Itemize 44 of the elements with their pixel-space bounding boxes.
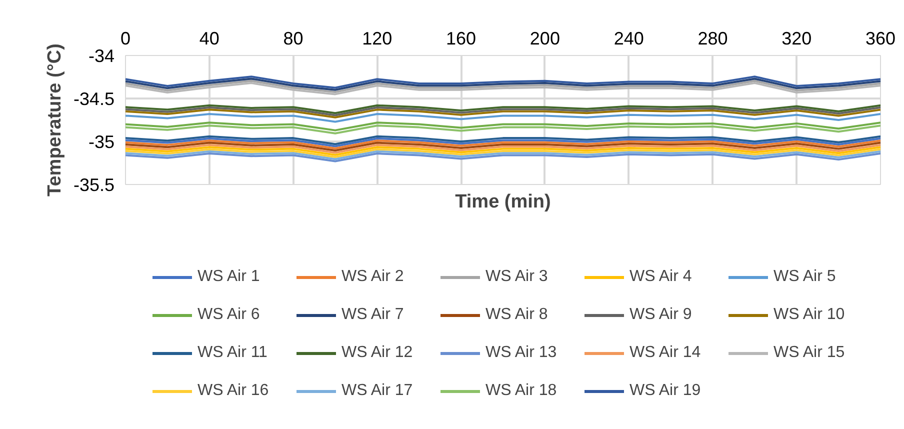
x-tick-label: 80: [283, 28, 304, 48]
line-series: [126, 150, 880, 160]
line-series: [126, 140, 880, 150]
y-tick-label: -34: [88, 46, 114, 66]
x-tick-label: 120: [362, 28, 392, 48]
legend-label: WS Air 10: [774, 305, 846, 325]
line-series: [126, 122, 880, 132]
legend-label: WS Air 7: [342, 305, 405, 325]
legend-label: WS Air 19: [630, 381, 702, 401]
legend-label: WS Air 3: [486, 267, 549, 287]
line-series: [126, 82, 880, 96]
legend-label: WS Air 13: [486, 343, 558, 363]
legend-label: WS Air 15: [774, 343, 846, 363]
legend-label: WS Air 12: [342, 343, 414, 363]
x-tick-label: 280: [698, 28, 728, 48]
y-tick-label: -35: [88, 132, 114, 152]
legend-label: WS Air 11: [198, 343, 268, 363]
x-tick-label: 320: [782, 28, 812, 48]
legend-label: WS Air 16: [198, 381, 270, 401]
line-series: [126, 124, 880, 134]
y-tick-label: -35.5: [73, 175, 115, 195]
x-tick-label: 240: [614, 28, 644, 48]
legend-label: WS Air 8: [486, 305, 549, 325]
line-series: [126, 104, 880, 114]
y-tick-label: -34.5: [73, 89, 115, 109]
x-tick-label: 200: [530, 28, 560, 48]
legend-label: WS Air 18: [486, 381, 558, 401]
legend-label: WS Air 9: [630, 305, 693, 325]
x-tick-label: 360: [865, 28, 896, 48]
legend-label: WS Air 6: [198, 305, 261, 325]
line-series: [126, 152, 880, 162]
legend-label: WS Air 14: [630, 343, 702, 363]
y-axis-title: Temperature (°C): [44, 44, 66, 196]
legend-label: WS Air 17: [342, 381, 414, 401]
x-tick-label: 40: [199, 28, 220, 48]
x-tick-label: 0: [120, 28, 131, 48]
x-axis-title: Time (min): [455, 192, 551, 212]
legend-label: WS Air 1: [198, 267, 261, 287]
line-series: [126, 80, 880, 94]
x-tick-label: 160: [446, 28, 476, 48]
legend-label: WS Air 5: [774, 267, 837, 287]
legend-label: WS Air 4: [630, 267, 693, 287]
legend-label: WS Air 2: [342, 267, 405, 287]
line-series: [126, 112, 880, 123]
